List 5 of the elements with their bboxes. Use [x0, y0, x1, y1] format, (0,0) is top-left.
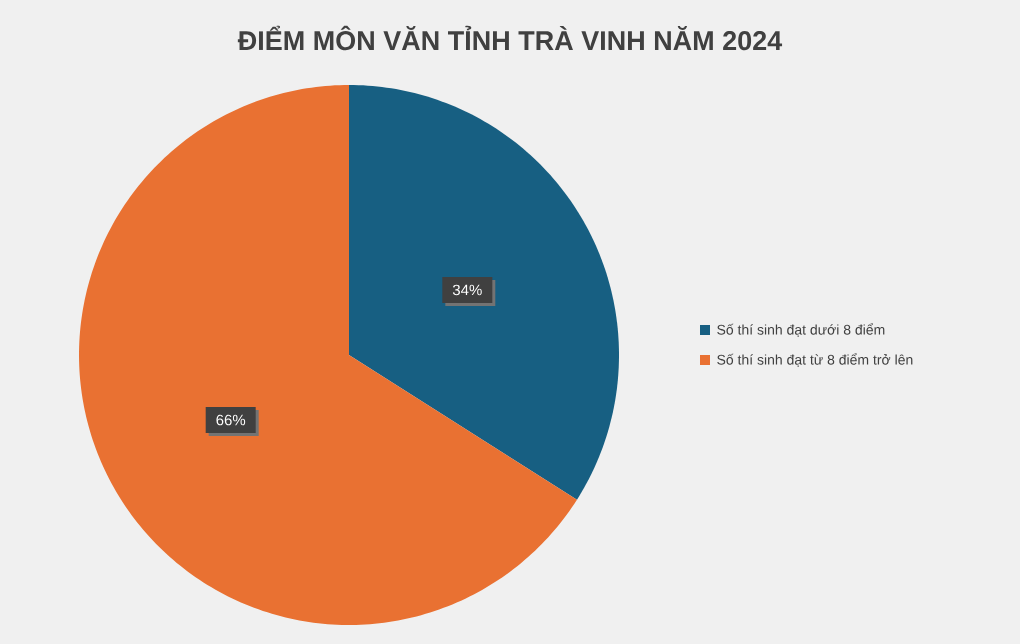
data-label: 66% — [216, 414, 246, 426]
data-label: 34% — [452, 284, 482, 296]
chart-title: ĐIỂM MÔN VĂN TỈNH TRÀ VINH NĂM 2024 — [237, 25, 783, 51]
legend-label: Số thí sinh đạt từ 8 điểm trở lên — [717, 353, 913, 367]
legend-label: Số thí sinh đạt dưới 8 điểm — [717, 323, 885, 337]
